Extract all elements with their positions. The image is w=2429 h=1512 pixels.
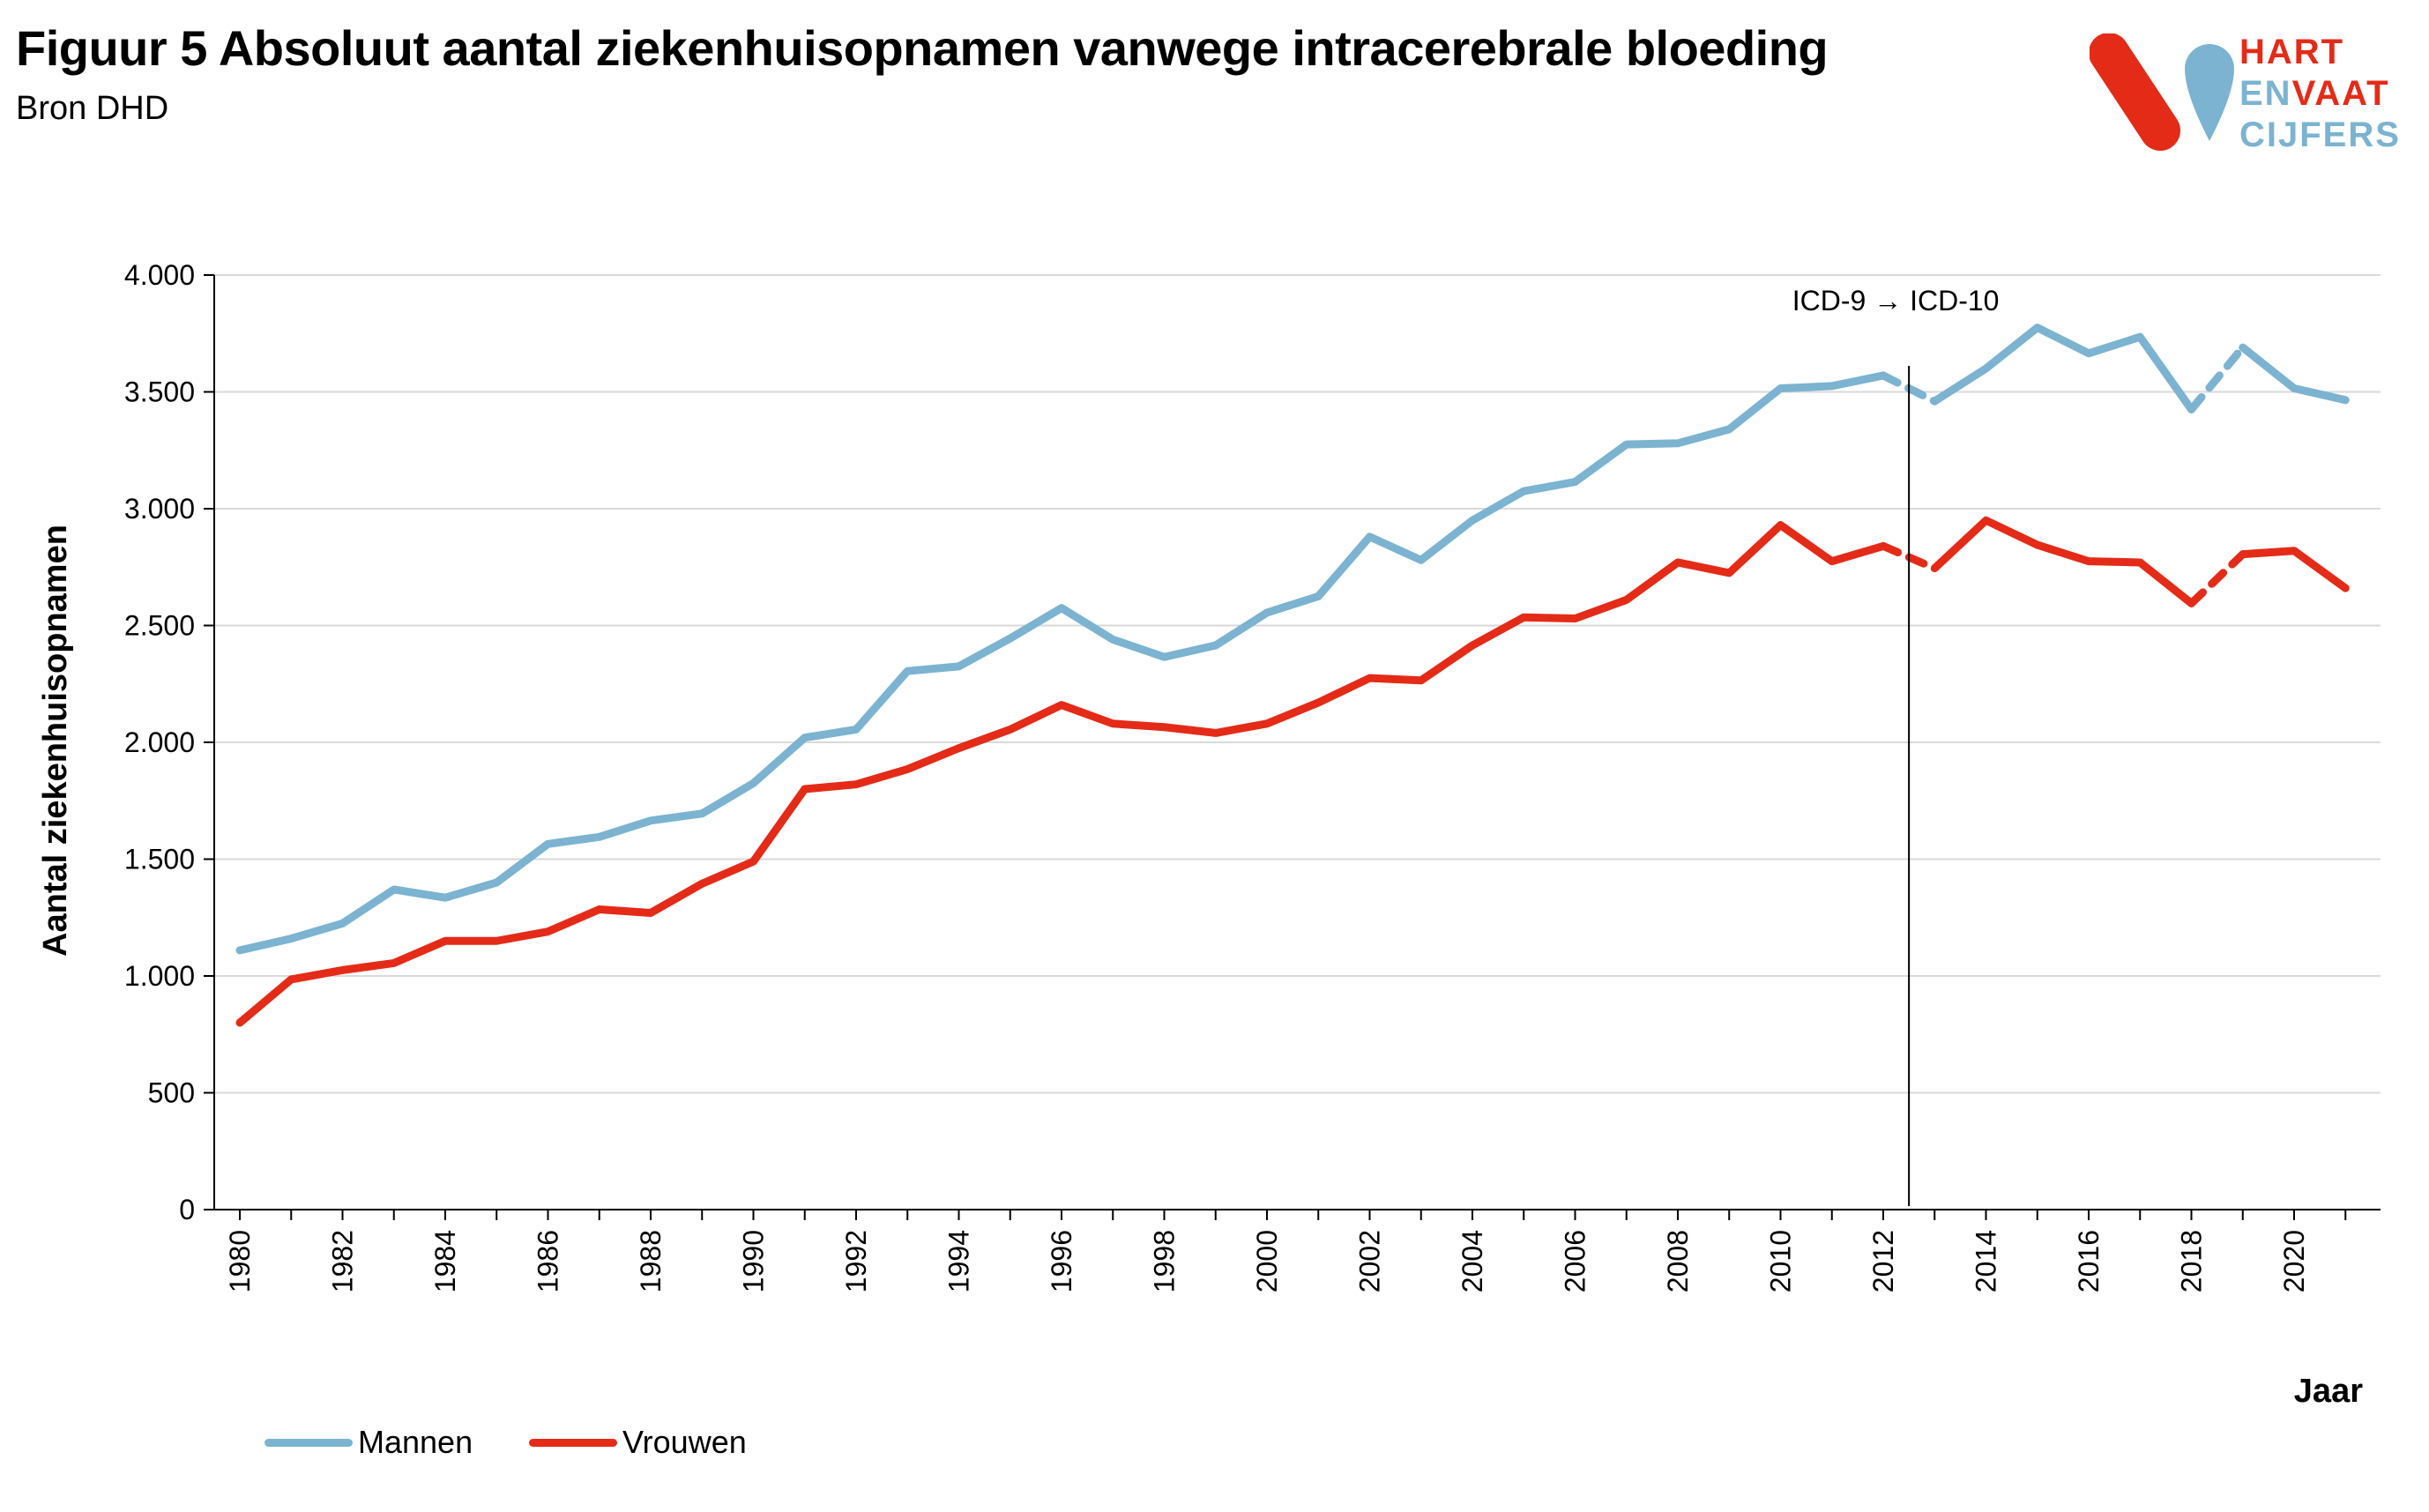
x-tick-label: 1986 — [533, 1230, 564, 1292]
legend-swatch-vrouwen — [529, 1438, 617, 1447]
series-line-segment — [2239, 343, 2350, 405]
x-tick-label: 1996 — [1046, 1230, 1077, 1292]
logo-wordmark: HART ENVAAT CIJFERS — [2239, 32, 2401, 156]
x-axis-title: Jaar — [2294, 1373, 2363, 1410]
y-axis-title: Aantal ziekenhuisopnamen — [37, 525, 74, 957]
x-tick-label: 1988 — [635, 1230, 667, 1292]
logo-line-2b: VAAT — [2291, 74, 2390, 113]
logo-line-3: CIJFERS — [2239, 115, 2401, 154]
gridlines — [214, 274, 2381, 1094]
x-tick-label: 1992 — [840, 1230, 872, 1292]
legend-label-mannen: Mannen — [358, 1424, 473, 1460]
series-dashed-segment — [2187, 343, 2247, 413]
series-line-segment — [1930, 516, 2195, 607]
x-tick-label: 2012 — [1867, 1230, 1899, 1292]
chart-subtitle: Bron DHD — [16, 90, 169, 127]
logo-line-1: HART — [2239, 33, 2345, 71]
x-tick-label: 2020 — [2278, 1230, 2310, 1292]
x-tick-label: 2006 — [1560, 1230, 1591, 1292]
series-line-segment — [235, 371, 1888, 955]
x-tick-label: 1984 — [429, 1230, 461, 1292]
series-line-segment — [2239, 547, 2350, 592]
series-mannen — [235, 324, 2350, 955]
y-tick-label: 2.000 — [124, 726, 195, 758]
y-tick-label: 1.000 — [124, 960, 195, 992]
x-tick-label: 1994 — [943, 1230, 975, 1292]
y-tick-label: 500 — [148, 1077, 195, 1109]
y-axis-ticks: 0 500 1.000 1.500 2.000 2.500 3.000 3.500 4.000 — [124, 259, 214, 1225]
y-tick-label: 4.000 — [124, 259, 195, 291]
hart-en-vaat-logo-icon — [2090, 34, 2234, 151]
x-tick-label: 2000 — [1251, 1230, 1283, 1292]
series-lines — [235, 324, 2350, 1027]
annotation: ICD-9 → ICD-10 — [1792, 285, 2000, 1206]
x-tick-label: 2004 — [1457, 1230, 1488, 1292]
y-tick-label: 3.500 — [124, 376, 195, 408]
x-tick-label: 2016 — [2073, 1230, 2105, 1292]
series-dashed-segment — [2187, 550, 2247, 607]
legend-label-vrouwen: Vrouwen — [622, 1424, 747, 1460]
series-vrouwen — [235, 516, 2350, 1027]
y-tick-label: 1.500 — [124, 844, 195, 875]
x-tick-label: 1998 — [1149, 1230, 1181, 1292]
y-tick-label: 2.500 — [124, 610, 195, 642]
x-tick-label: 2010 — [1765, 1230, 1797, 1292]
icd-change-label: ICD-9 → ICD-10 — [1792, 285, 2000, 317]
x-tick-label: 1982 — [327, 1230, 359, 1292]
chart-title: Figuur 5 Absoluut aantal ziekenhuisopnam… — [16, 20, 1829, 76]
legend-swatch-mannen — [265, 1438, 353, 1447]
logo-line-2a: EN — [2239, 74, 2292, 113]
x-tick-label: 2018 — [2176, 1230, 2208, 1292]
x-axis-ticks: 1980 1982 1984 1986 1988 1990 1992 1994 1996 1998… — [224, 1210, 2347, 1292]
series-line-segment — [235, 521, 1888, 1027]
legend-item-vrouwen: Vrouwen — [529, 1424, 747, 1461]
x-tick-label: 2002 — [1354, 1230, 1386, 1292]
y-tick-label: 3.000 — [124, 493, 195, 525]
x-tick-label: 1980 — [224, 1230, 256, 1292]
series-line-segment — [1930, 324, 2195, 413]
y-tick-label: 0 — [179, 1194, 195, 1225]
legend-item-mannen: Mannen — [265, 1424, 473, 1461]
x-tick-label: 2014 — [1971, 1230, 2002, 1292]
x-tick-label: 1990 — [738, 1230, 770, 1292]
x-tick-label: 2008 — [1662, 1230, 1694, 1292]
